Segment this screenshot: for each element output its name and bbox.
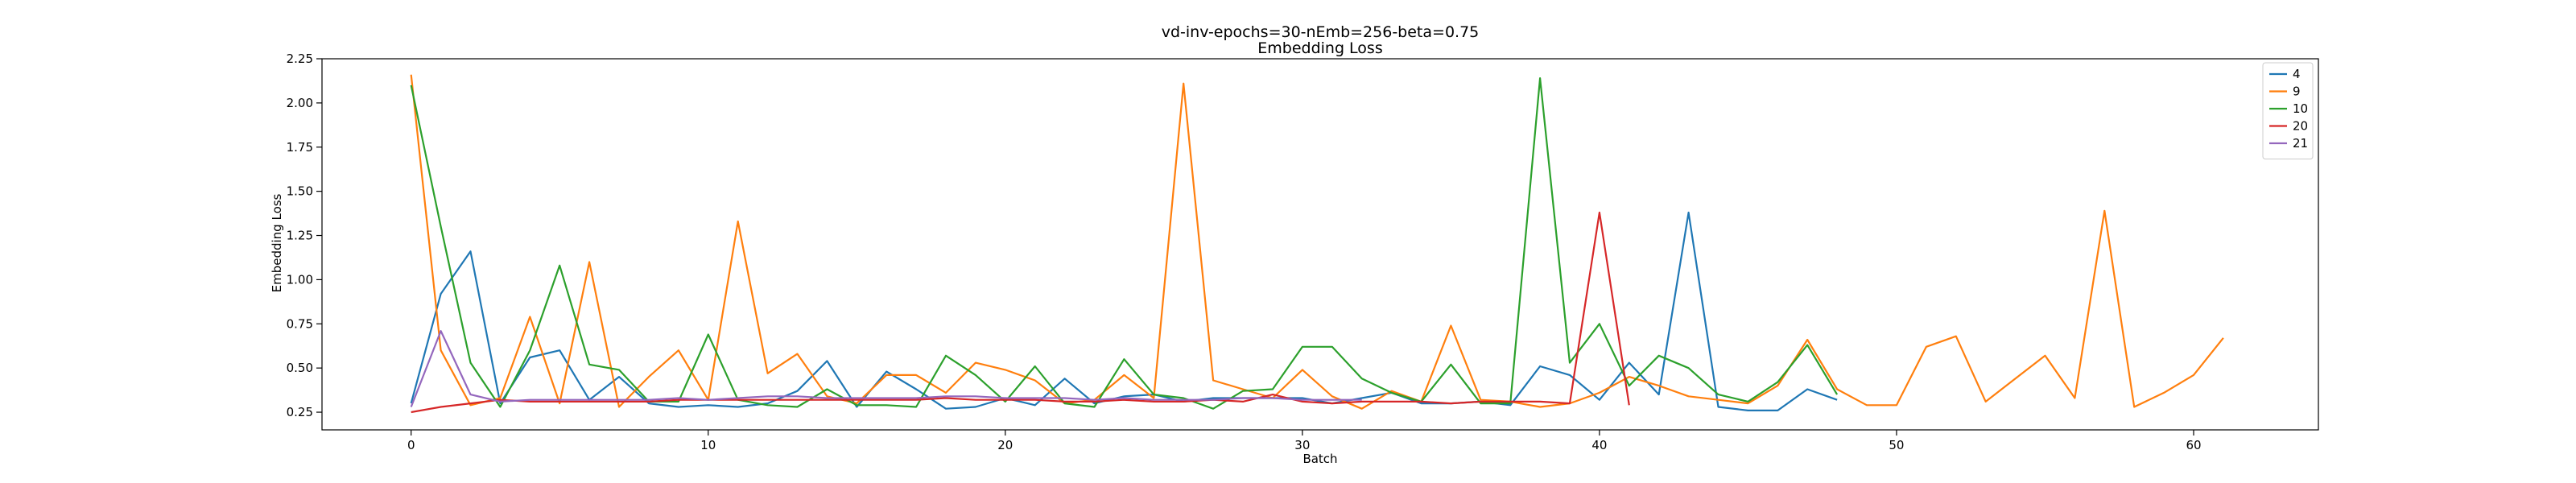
series-line-9	[410, 74, 2224, 410]
legend-label-4: 4	[2293, 67, 2301, 81]
series-line-21	[410, 330, 1362, 407]
legend-box	[2262, 62, 2314, 159]
y-tick-label: 0.75	[287, 316, 313, 331]
x-tick-label: 10	[700, 438, 716, 452]
x-tick-label: 50	[1889, 438, 1904, 452]
x-tick-label: 60	[2186, 438, 2201, 452]
y-axis: 0.25 0.50 0.75 1.00 1.25 1.50 1.75 2.00 2.25	[287, 52, 322, 419]
plot-area-border	[321, 58, 2319, 431]
y-tick-label: 1.25	[287, 229, 313, 243]
x-tick-label: 30	[1294, 438, 1310, 452]
y-tick-label: 1.00	[287, 272, 313, 287]
y-tick-label: 2.25	[287, 52, 313, 66]
legend-label-10: 10	[2293, 101, 2308, 116]
series-line-4	[410, 211, 1838, 411]
x-axis: 0 10 20 30 40 50 60	[407, 430, 2202, 452]
y-tick-label: 0.25	[287, 405, 313, 419]
x-tick-label: 40	[1591, 438, 1607, 452]
legend-label-20: 20	[2293, 119, 2308, 134]
legend-label-21: 21	[2293, 136, 2308, 151]
series-line-20	[411, 211, 1630, 414]
plot-frame	[321, 58, 2319, 431]
legend-label-9: 9	[2293, 85, 2301, 99]
y-tick-label: 2.00	[287, 96, 313, 110]
x-tick-label: 20	[997, 438, 1013, 452]
series-layer	[410, 74, 2224, 414]
x-axis-label: Batch	[1302, 452, 1337, 466]
y-tick-label: 0.50	[287, 361, 313, 375]
chart-title: vd-inv-epochs=30-nEmb=256-beta=0.75	[1162, 23, 1480, 41]
x-tick-label: 0	[407, 438, 415, 452]
y-tick-label: 1.75	[287, 140, 313, 155]
y-tick-label: 1.50	[287, 184, 313, 199]
chart-subtitle: Embedding Loss	[1257, 39, 1382, 57]
legend: 4 9 10 20 21	[2262, 62, 2314, 159]
series-line-10	[410, 76, 1839, 410]
y-axis-label: Embedding Loss	[270, 193, 284, 292]
